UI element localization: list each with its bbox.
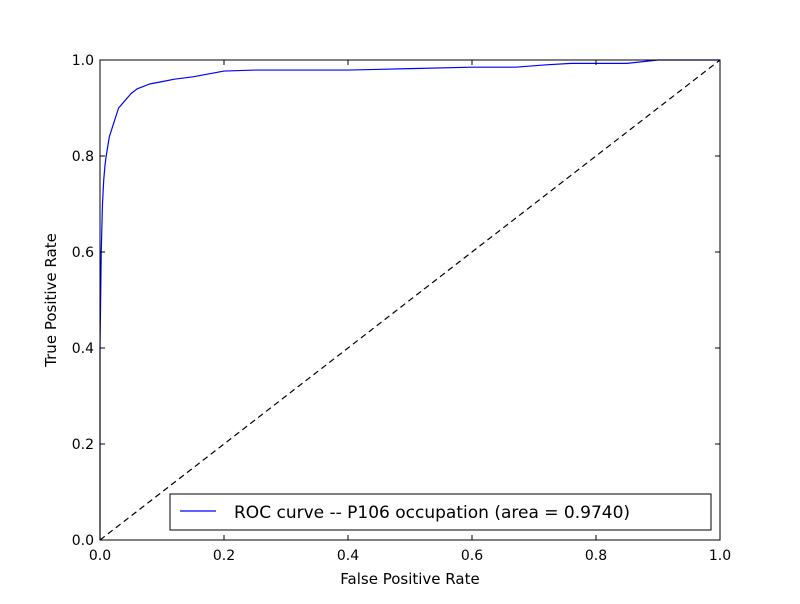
chance-diagonal-line <box>99 59 721 541</box>
series-layer <box>99 59 720 540</box>
y-tick-label: 0.6 <box>72 245 94 261</box>
x-tick-label: 0.0 <box>89 548 111 564</box>
diagonal-layer <box>99 59 721 541</box>
y-tick-label: 0.8 <box>72 149 94 165</box>
ticks-layer: 0.0 0.2 0.4 0.6 0.8 1.0 0.0 0.2 0.4 0.6 0.8 1.0 <box>72 53 731 564</box>
y-tick-label: 0.4 <box>72 341 94 357</box>
roc-curve-line <box>99 59 720 540</box>
legend-box <box>169 493 712 531</box>
x-axis-label: False Positive Rate <box>340 570 479 588</box>
y-tick-label: 1.0 <box>72 53 94 69</box>
x-tick-label: 0.2 <box>213 548 235 564</box>
plot-frame <box>99 59 721 541</box>
y-tick-label: 0.0 <box>72 533 94 549</box>
legend-label-roc: ROC curve -- P106 occupation (area = 0.9… <box>234 503 630 523</box>
x-tick-label: 0.8 <box>585 548 607 564</box>
x-tick-label: 1.0 <box>709 548 731 564</box>
y-tick-label: 0.2 <box>72 437 94 453</box>
x-tick-label: 0.6 <box>461 548 483 564</box>
legend: ROC curve -- P106 occupation (area = 0.9… <box>169 493 712 531</box>
x-tick-label: 0.4 <box>337 548 359 564</box>
y-axis-label: True Positive Rate <box>42 233 60 368</box>
